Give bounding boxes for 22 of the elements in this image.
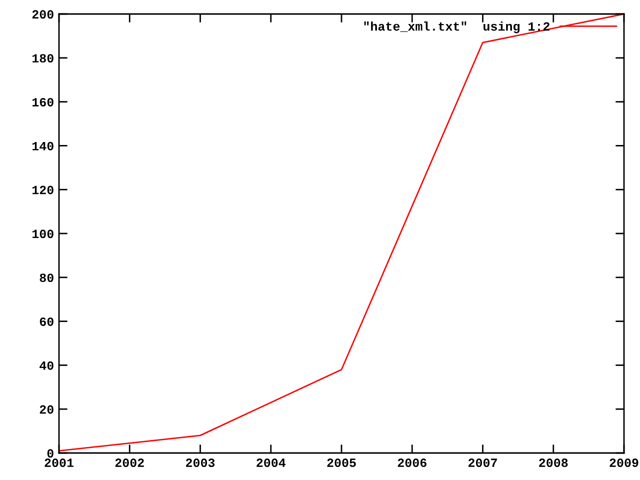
x-tick-label: 2006 [398, 458, 426, 468]
x-tick-label: 2003 [186, 458, 215, 468]
y-tick-label: 200 [32, 10, 54, 19]
y-tick-label: 100 [32, 230, 54, 238]
x-tick-label: 2007 [468, 458, 497, 468]
x-tick-label: 2008 [539, 458, 568, 468]
y-tick-label: 140 [32, 142, 54, 150]
y-tick-label: 160 [32, 98, 54, 106]
y-tick-label: 120 [32, 186, 54, 194]
x-tick-label: 2001 [44, 458, 74, 468]
x-tick-label: 2004 [256, 458, 286, 468]
line-series [59, 14, 624, 452]
y-tick-label: 20 [40, 405, 54, 414]
y-tick-label: 180 [32, 54, 54, 63]
y-tick-label: 40 [40, 361, 54, 370]
x-tick-label: 2005 [327, 458, 356, 468]
y-tick-label: 0 [47, 449, 54, 458]
x-tick-label: 2002 [115, 458, 144, 468]
y-tick-label: 60 [40, 317, 54, 326]
legend-label: "hate_xml.txt" using 1:2 [364, 22, 550, 34]
y-tick-label: 80 [40, 274, 54, 282]
x-tick-label: 2009 [610, 458, 638, 468]
